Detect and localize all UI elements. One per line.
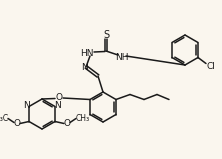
Text: HN: HN (80, 49, 94, 59)
Text: CH₃: CH₃ (76, 114, 90, 123)
Text: H₃C: H₃C (0, 114, 8, 123)
Text: S: S (103, 30, 109, 40)
Text: O: O (14, 119, 20, 128)
Text: O: O (56, 93, 63, 103)
Text: N: N (23, 101, 30, 111)
Text: N: N (54, 101, 61, 111)
Text: Cl: Cl (206, 62, 215, 71)
Text: O: O (63, 119, 71, 128)
Text: N: N (81, 63, 87, 73)
Text: NH: NH (115, 52, 129, 62)
